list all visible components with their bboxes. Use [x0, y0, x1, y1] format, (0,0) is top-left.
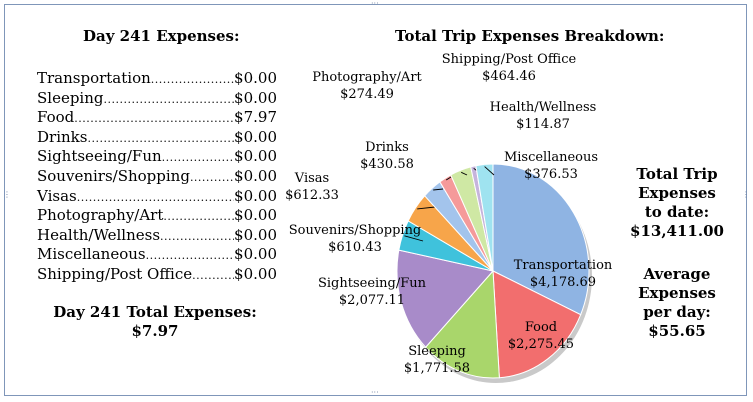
leader-line — [433, 188, 444, 191]
pie-data-label: Drinks $430.58 — [317, 139, 457, 173]
leader-line — [404, 235, 424, 242]
expense-amount: $0.00 — [234, 186, 277, 205]
pie-slice-food — [492, 270, 582, 379]
pie-label-value: $114.87 — [516, 117, 570, 132]
leader-line — [445, 176, 452, 181]
expense-category: Miscellaneous — [37, 245, 146, 264]
pie-label-value: $430.58 — [360, 157, 414, 172]
pie-label-name: Transportation — [513, 258, 613, 273]
day-total-value: $7.97 — [131, 322, 179, 340]
trip-total-block: Total Trip Expenses to date: $13,411.00 — [617, 165, 737, 241]
pie-label-name: Health/Wellness — [489, 100, 597, 115]
pie-label-value: $464.46 — [482, 69, 536, 84]
expense-category: Sightseeing/Fun — [37, 147, 162, 166]
average-label-1: Average — [643, 265, 711, 283]
resize-handle-bottom[interactable]: ··· — [371, 388, 379, 397]
pie-label-value: $376.53 — [524, 167, 578, 182]
pie-label-value: $4,178.69 — [529, 275, 597, 290]
expense-category: Health/Wellness — [37, 225, 161, 244]
day-expenses-list: Transportation $0.00 Sleeping $0.00 Food $7.9… — [37, 69, 277, 285]
pie-data-label: Shipping/Post Office $464.46 — [439, 51, 579, 85]
expense-row: Drinks $0.00 — [37, 128, 277, 148]
pie-slice-sleeping — [424, 269, 500, 379]
leader-line — [417, 206, 436, 210]
pie-data-label: Visas $612.33 — [242, 170, 382, 204]
expense-category: Visas — [37, 186, 77, 205]
pie-label-name: Photography/Art — [312, 70, 422, 85]
expense-amount: $0.00 — [234, 127, 277, 146]
pie-chart — [396, 163, 592, 383]
day-total-label: Day 241 Total Expenses: — [53, 303, 257, 321]
resize-handle-top[interactable]: ··· — [371, 0, 379, 8]
pie-label-name: Shipping/Post Office — [441, 52, 577, 67]
resize-handle-left[interactable]: ⋮ — [3, 190, 11, 199]
expense-row: Miscellaneous $0.00 — [37, 245, 277, 265]
average-value: $55.65 — [648, 322, 706, 340]
expense-row: Food $7.97 — [37, 108, 277, 128]
expense-row: Visas $0.00 — [37, 187, 277, 207]
trip-total-label-1: Total Trip — [636, 165, 718, 183]
pie-label-value: $2,275.45 — [507, 337, 575, 352]
expenses-panel: ··· ··· ⋮ ⋮ Day 241 Expenses: Transporta… — [3, 0, 750, 397]
expense-row: Transportation $0.00 — [37, 69, 277, 89]
pie-data-label: Transportation $4,178.69 — [493, 257, 633, 291]
pie-data-label: Food $2,275.45 — [471, 319, 611, 353]
pie-data-label: Sightseeing/Fun $2,077.11 — [302, 275, 442, 309]
pie-label-name: Visas — [294, 171, 330, 186]
pie-label-value: $610.43 — [328, 240, 382, 255]
day-total-block: Day 241 Total Expenses: $7.97 — [45, 303, 265, 341]
chart-title: Total Trip Expenses Breakdown: — [395, 27, 665, 45]
expense-category: Food — [37, 108, 75, 127]
expense-category: Photography/Art — [37, 206, 164, 225]
pie-data-label: Photography/Art $274.49 — [297, 69, 437, 103]
expense-amount: $0.00 — [234, 166, 277, 185]
pie-label-name: Food — [524, 320, 558, 335]
leader-line — [461, 171, 468, 176]
expense-amount: $0.00 — [234, 147, 277, 166]
pie-label-name: Sleeping — [408, 344, 466, 359]
expense-category: Drinks — [37, 127, 88, 146]
pie-data-label: Health/Wellness $114.87 — [473, 99, 613, 133]
pie-label-name: Drinks — [365, 140, 409, 155]
pie-label-name: Sightseeing/Fun — [317, 276, 427, 291]
leader-line — [484, 166, 495, 176]
expense-amount: $0.00 — [234, 264, 277, 283]
expense-amount: $0.00 — [234, 69, 277, 87]
day-expenses-title: Day 241 Expenses: — [83, 27, 240, 45]
trip-total-value: $13,411.00 — [630, 222, 724, 240]
expense-amount: $0.00 — [234, 225, 277, 244]
expense-row: Sightseeing/Fun $0.00 — [37, 147, 277, 167]
pie-data-label: Souvenirs/Shopping $610.43 — [285, 222, 425, 256]
trip-total-label-3: to date: — [644, 203, 710, 221]
pie-label-value: $1,771.58 — [403, 361, 471, 376]
pie-slice-sightseeing-fun — [396, 249, 494, 348]
pie-label-value: $612.33 — [285, 188, 339, 203]
average-label-3: per day: — [643, 303, 711, 321]
expense-row: Shipping/Post Office $0.00 — [37, 265, 277, 285]
expense-amount: $0.00 — [234, 88, 277, 107]
trip-total-label-2: Expenses — [638, 184, 716, 202]
expense-amount: $0.00 — [234, 245, 277, 264]
pie-label-name: Miscellaneous — [503, 150, 599, 165]
pie-slice-miscellaneous — [475, 163, 494, 272]
expense-category: Shipping/Post Office — [37, 264, 193, 283]
pie-data-label: Sleeping $1,771.58 — [367, 343, 507, 377]
expense-row: Sleeping $0.00 — [37, 89, 277, 109]
expense-row: Photography/Art $0.00 — [37, 206, 277, 226]
pie-label-name: Souvenirs/Shopping — [288, 223, 422, 238]
expense-row: Souvenirs/Shopping $0.00 — [37, 167, 277, 187]
expense-row: Health/Wellness $0.00 — [37, 226, 277, 246]
expense-amount: $7.97 — [234, 108, 277, 127]
expense-category: Transportation — [37, 69, 151, 87]
average-label-2: Expenses — [638, 284, 716, 302]
expense-category: Souvenirs/Shopping — [37, 166, 190, 185]
average-block: Average Expenses per day: $55.65 — [617, 265, 737, 341]
pie-label-value: $274.49 — [340, 87, 394, 102]
pie-slice-transportation — [492, 163, 590, 316]
expense-category: Sleeping — [37, 88, 104, 107]
pie-data-label: Miscellaneous $376.53 — [481, 149, 621, 183]
pie-label-value: $2,077.11 — [338, 293, 406, 308]
resize-handle-right[interactable]: ⋮ — [742, 190, 750, 199]
expense-amount: $0.00 — [234, 206, 277, 225]
